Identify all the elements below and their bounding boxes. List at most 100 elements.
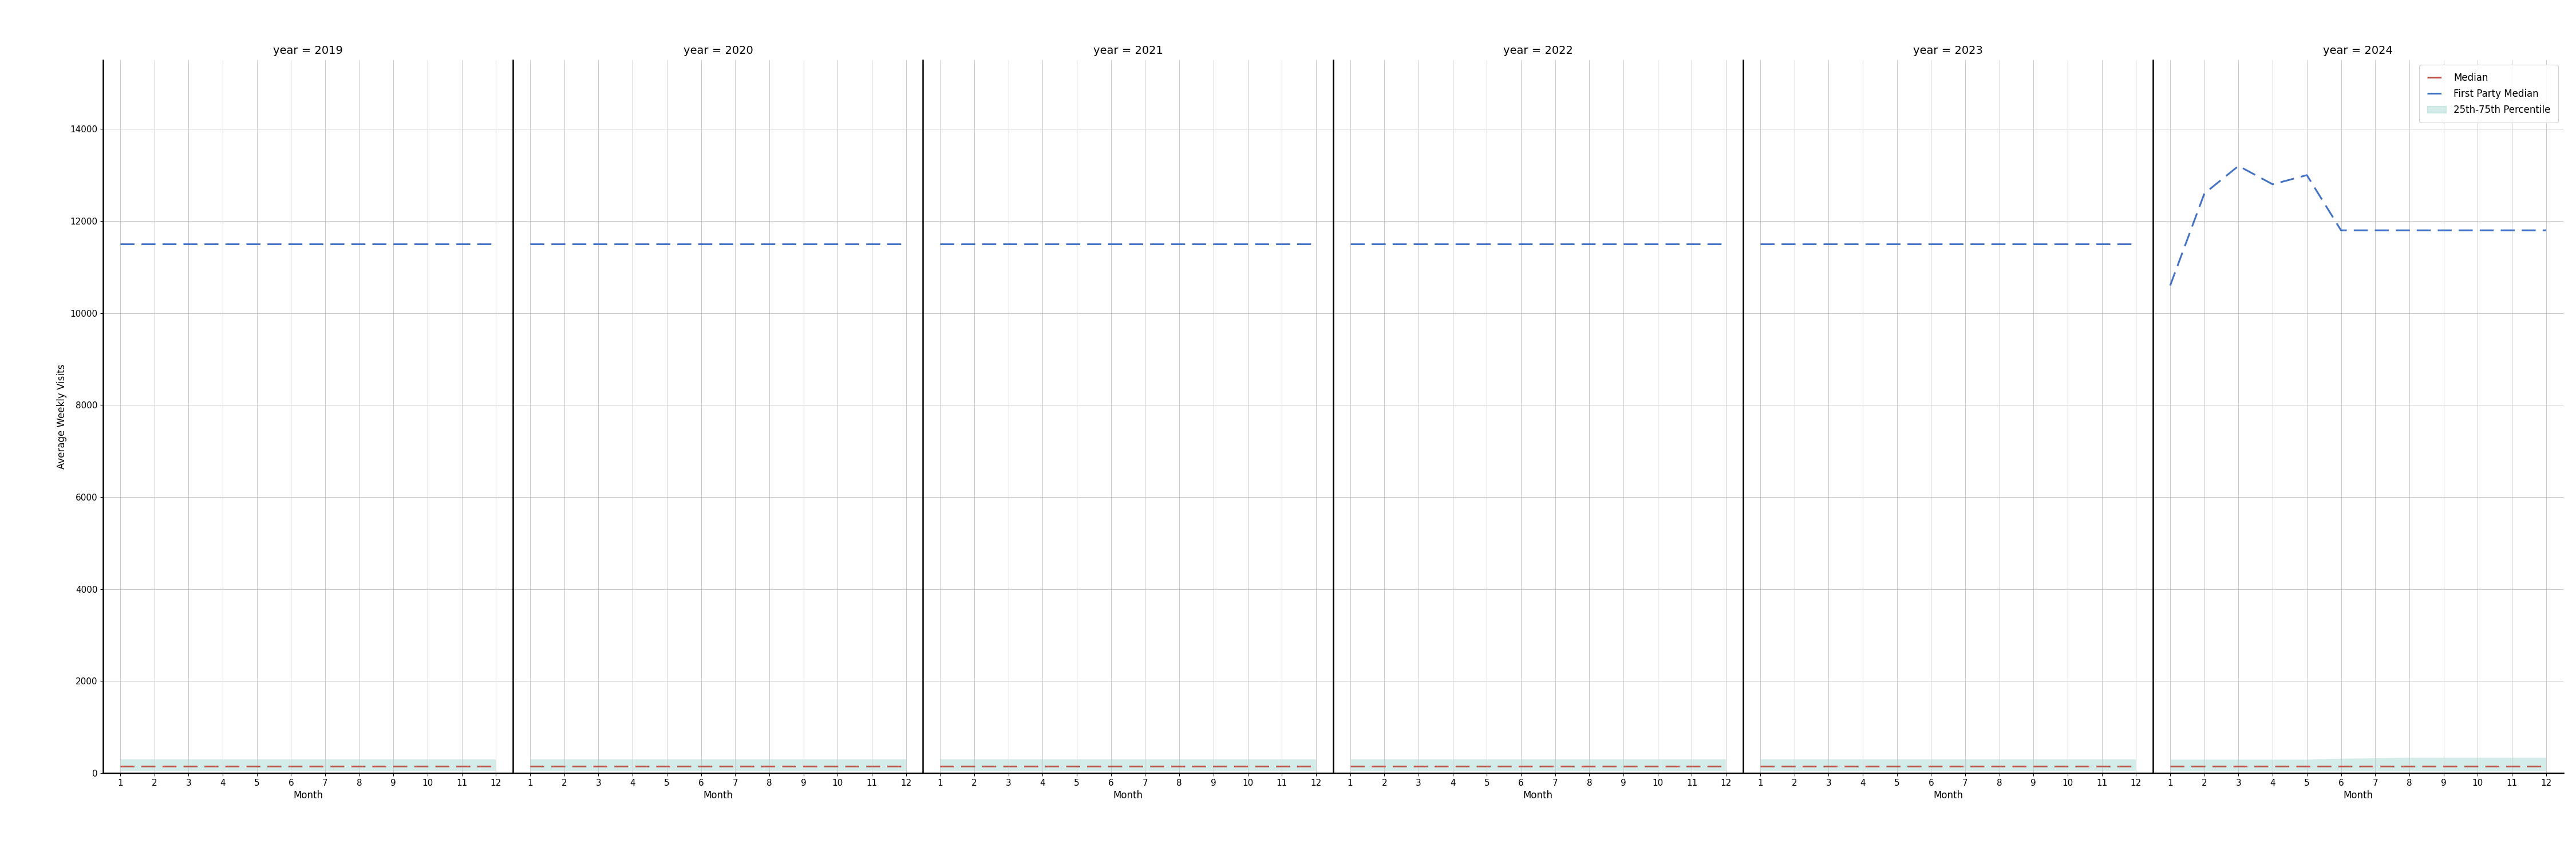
Median <box>1198 761 1229 771</box>
Median <box>2223 761 2254 771</box>
Median <box>2293 761 2324 771</box>
Median <box>719 761 750 771</box>
X-axis label: Month: Month <box>1932 790 1963 801</box>
Median <box>652 761 683 771</box>
First Party Median <box>1061 239 1092 249</box>
Median <box>1061 761 1092 771</box>
X-axis label: Month: Month <box>1522 790 1553 801</box>
First Party Median <box>685 239 716 249</box>
Median <box>1847 761 1878 771</box>
Median <box>958 761 989 771</box>
Median <box>2190 761 2221 771</box>
Median <box>1607 761 1638 771</box>
Median <box>549 761 580 771</box>
Median <box>788 761 819 771</box>
X-axis label: Month: Month <box>1113 790 1144 801</box>
Median <box>1780 761 1811 771</box>
First Party Median <box>1574 239 1605 249</box>
X-axis label: Month: Month <box>294 790 322 801</box>
First Party Median <box>2154 280 2184 290</box>
Median <box>173 761 204 771</box>
Median <box>2463 761 2494 771</box>
Median <box>446 761 477 771</box>
Median <box>1231 761 1262 771</box>
Median <box>1540 761 1571 771</box>
First Party Median <box>2087 239 2117 249</box>
First Party Median <box>822 239 853 249</box>
Median <box>1574 761 1605 771</box>
First Party Median <box>1028 239 1059 249</box>
Median <box>1028 761 1059 771</box>
Median <box>206 761 237 771</box>
Title: year = 2021: year = 2021 <box>1092 46 1162 56</box>
First Party Median <box>1404 239 1435 249</box>
First Party Median <box>206 239 237 249</box>
First Party Median <box>1677 239 1708 249</box>
First Party Median <box>412 239 443 249</box>
First Party Median <box>1984 239 2014 249</box>
First Party Median <box>343 239 374 249</box>
Median <box>1301 761 1332 771</box>
Median <box>1334 761 1365 771</box>
First Party Median <box>788 239 819 249</box>
Title: year = 2022: year = 2022 <box>1504 46 1574 56</box>
Median <box>1744 761 1775 771</box>
Median <box>685 761 716 771</box>
Median <box>618 761 649 771</box>
First Party Median <box>2429 225 2460 235</box>
Median <box>1504 761 1535 771</box>
First Party Median <box>2393 225 2424 235</box>
First Party Median <box>582 239 613 249</box>
First Party Median <box>1950 239 1981 249</box>
Median <box>2429 761 2460 771</box>
First Party Median <box>2257 180 2287 190</box>
First Party Median <box>1814 239 1844 249</box>
First Party Median <box>1164 239 1195 249</box>
First Party Median <box>1607 239 1638 249</box>
Median <box>1131 761 1162 771</box>
First Party Median <box>992 239 1023 249</box>
First Party Median <box>618 239 649 249</box>
Median <box>1437 761 1468 771</box>
First Party Median <box>1131 239 1162 249</box>
First Party Median <box>1095 239 1126 249</box>
Title: year = 2023: year = 2023 <box>1914 46 1984 56</box>
First Party Median <box>549 239 580 249</box>
First Party Median <box>2190 188 2221 198</box>
First Party Median <box>173 239 204 249</box>
First Party Median <box>1780 239 1811 249</box>
Median <box>309 761 340 771</box>
Median <box>1095 761 1126 771</box>
First Party Median <box>139 239 170 249</box>
Median <box>515 761 546 771</box>
Median <box>1368 761 1399 771</box>
X-axis label: Month: Month <box>2344 790 2372 801</box>
Median <box>2393 761 2424 771</box>
First Party Median <box>2463 225 2494 235</box>
Median <box>1880 761 1911 771</box>
X-axis label: Month: Month <box>703 790 734 801</box>
First Party Median <box>891 239 922 249</box>
Median <box>1814 761 1844 771</box>
Title: year = 2019: year = 2019 <box>273 46 343 56</box>
Median <box>482 761 513 771</box>
Median <box>1164 761 1195 771</box>
Median <box>343 761 374 771</box>
First Party Median <box>2223 161 2254 171</box>
First Party Median <box>309 239 340 249</box>
Median <box>1984 761 2014 771</box>
First Party Median <box>719 239 750 249</box>
Median <box>1643 761 1674 771</box>
Y-axis label: Average Weekly Visits: Average Weekly Visits <box>57 364 67 469</box>
First Party Median <box>2360 225 2391 235</box>
Median <box>412 761 443 771</box>
Median <box>2087 761 2117 771</box>
First Party Median <box>2326 225 2357 235</box>
First Party Median <box>1710 239 1741 249</box>
First Party Median <box>652 239 683 249</box>
First Party Median <box>1643 239 1674 249</box>
First Party Median <box>106 239 137 249</box>
First Party Median <box>1504 239 1535 249</box>
Median <box>2360 761 2391 771</box>
Median <box>379 761 410 771</box>
